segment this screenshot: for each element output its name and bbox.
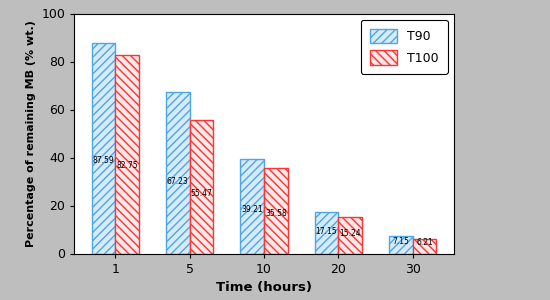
Text: 67.23: 67.23 bbox=[167, 177, 189, 186]
Text: 39.21: 39.21 bbox=[241, 205, 263, 214]
Bar bbox=[116, 55, 139, 253]
Bar bbox=[240, 159, 264, 254]
Text: 55.47: 55.47 bbox=[191, 189, 212, 198]
Text: 15.24: 15.24 bbox=[339, 229, 361, 238]
Text: 87.59: 87.59 bbox=[92, 156, 114, 165]
Text: 82.75: 82.75 bbox=[117, 161, 138, 170]
Text: 17.15: 17.15 bbox=[316, 227, 337, 236]
Bar bbox=[389, 236, 412, 254]
X-axis label: Time (hours): Time (hours) bbox=[216, 281, 312, 294]
Text: 6.21: 6.21 bbox=[416, 238, 433, 247]
Bar bbox=[264, 168, 288, 254]
Text: 35.58: 35.58 bbox=[265, 208, 287, 217]
Bar bbox=[166, 92, 190, 254]
Bar bbox=[91, 43, 116, 253]
Legend: T90, T100: T90, T100 bbox=[361, 20, 448, 74]
Bar bbox=[338, 217, 362, 254]
Bar bbox=[190, 120, 213, 254]
Bar bbox=[315, 212, 338, 253]
Text: 7.15: 7.15 bbox=[392, 237, 409, 246]
Bar bbox=[412, 238, 437, 253]
Y-axis label: Percentage of remaining MB (% wt.): Percentage of remaining MB (% wt.) bbox=[26, 20, 36, 247]
